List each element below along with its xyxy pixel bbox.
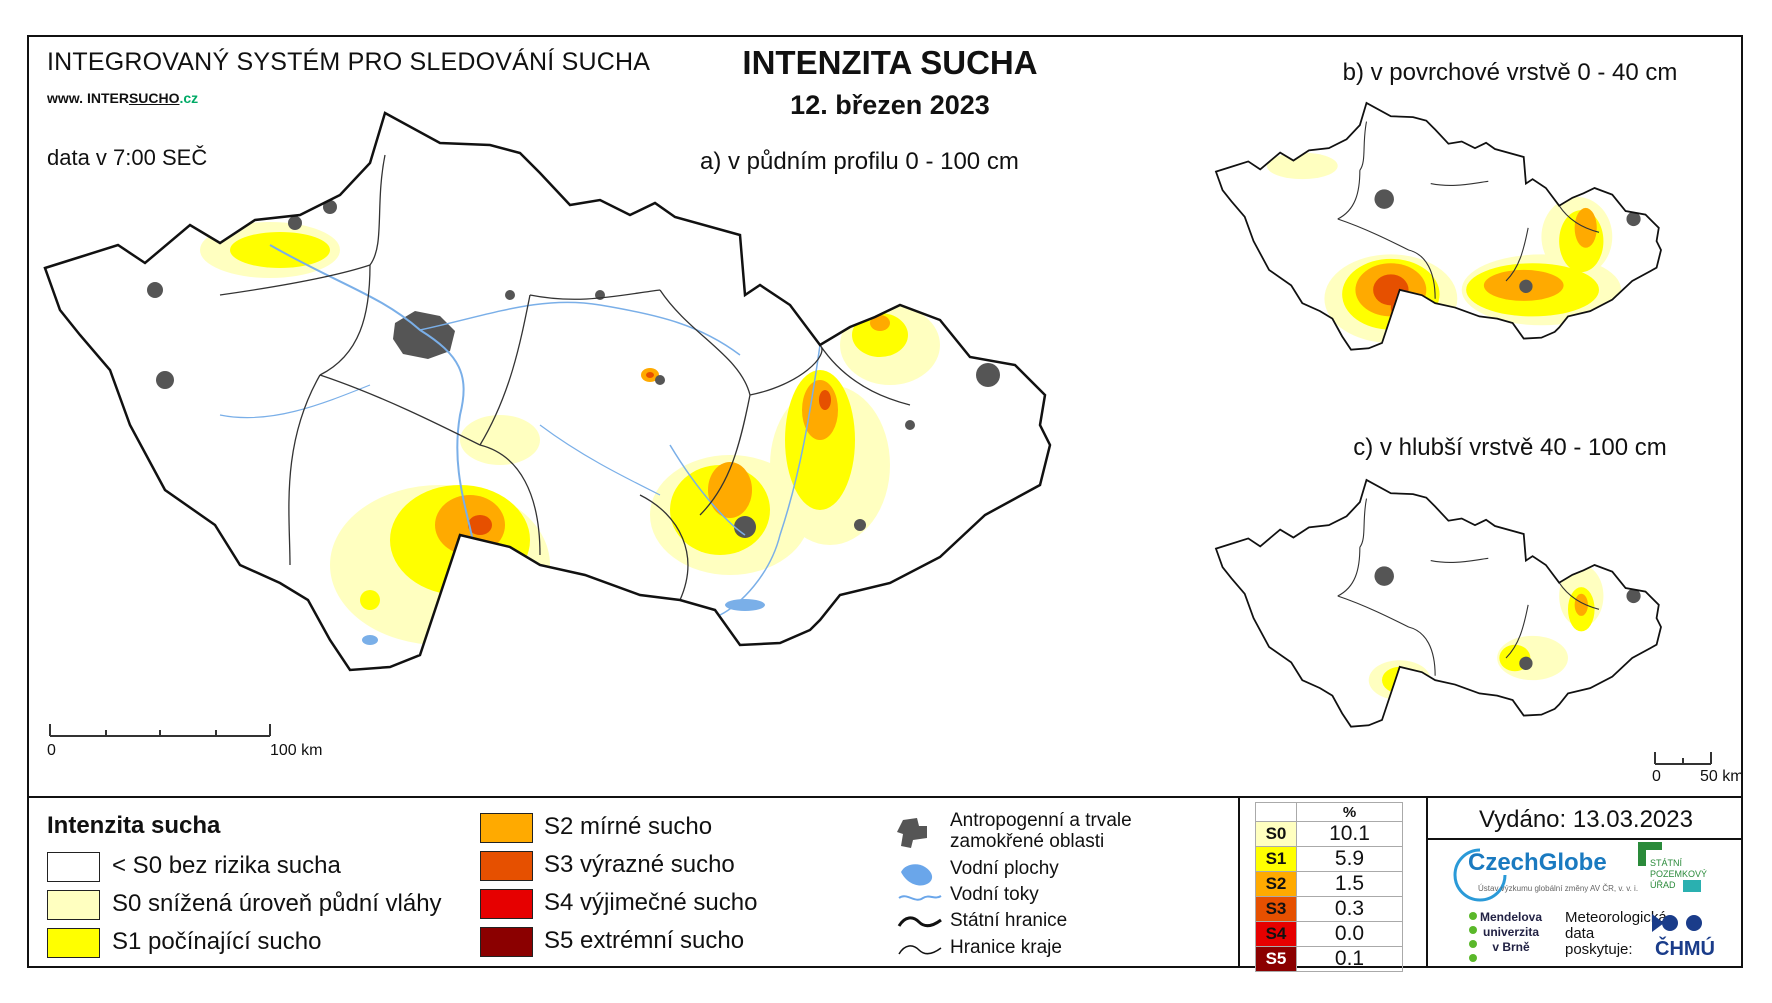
legend-swatch-s5 — [480, 927, 533, 957]
stats-table: % S0 10.1 S1 5.9 S2 1.5 S3 0.3 S4 0.0 S5 0.1 — [1255, 802, 1403, 972]
stats-code: S3 — [1255, 896, 1297, 922]
stats-value: 5.9 — [1296, 846, 1403, 872]
legend-swatch-s1 — [47, 928, 100, 958]
overlay-label-river: Vodní toky — [950, 884, 1039, 905]
scale-c-end: 50 km — [1700, 768, 1744, 785]
legend-swatch-s4 — [480, 889, 533, 919]
table-row: S2 1.5 — [1255, 871, 1403, 897]
legend-label-below-s0: < S0 bez rizika sucha — [112, 852, 341, 879]
legend-swatch-s2 — [480, 813, 533, 843]
legend-label-s4: S4 výjimečné sucho — [544, 889, 758, 916]
legend-label-s0: S0 snížená úroveň půdní vláhy — [112, 890, 442, 917]
region-border-icon — [898, 945, 942, 955]
water-body-icon — [901, 864, 933, 886]
legend-label-s2: S2 mírné sucho — [544, 813, 713, 840]
map-b-title: b) v povrchové vrstvě 0 - 40 cm — [1342, 59, 1678, 86]
stats-code: S4 — [1255, 921, 1297, 947]
table-row: S1 5.9 — [1255, 846, 1403, 872]
scale-bar-c — [1654, 752, 1712, 765]
system-title: INTEGROVANÝ SYSTÉM PRO SLEDOVÁNÍ SUCHA — [47, 48, 651, 76]
legend-swatch-s3 — [480, 851, 533, 881]
stats-value: 1.5 — [1296, 871, 1403, 897]
legend-label-s1: S1 počínající sucho — [112, 928, 322, 955]
stats-code: S0 — [1255, 821, 1297, 847]
table-row: S4 0.0 — [1255, 921, 1403, 947]
legend-swatch-s0 — [47, 890, 100, 920]
spu-logo[interactable]: STÁTNÍ POZEMKOVÝ ÚŘAD — [1650, 858, 1708, 890]
czechglobe-logo-icon — [1453, 848, 1507, 902]
overlay-label-region-border: Hranice kraje — [950, 937, 1062, 958]
scale-bar-a — [49, 724, 271, 737]
scale-a-start: 0 — [47, 742, 56, 759]
overlay-label-state-border: Státní hranice — [950, 910, 1068, 931]
stats-panel — [1238, 796, 1428, 968]
scale-a-end: 100 km — [270, 742, 323, 759]
map-a-title: a) v půdním profilu 0 - 100 cm — [700, 148, 1019, 175]
stats-code: S1 — [1255, 846, 1297, 872]
legend-title: Intenzita sucha — [47, 812, 221, 839]
map-c-title: c) v hlubší vrstvě 40 - 100 cm — [1353, 434, 1667, 461]
mendel-logo[interactable]: Mendelova univerzita v Brně — [1480, 910, 1543, 954]
urban-area-icon — [897, 818, 927, 848]
meteo-provider-label: Meteorologická data poskytuje: — [1565, 909, 1667, 958]
deep-layer-map — [1214, 478, 1662, 728]
mendel-dots-icon — [1469, 912, 1477, 962]
scale-c-start: 0 — [1652, 768, 1661, 785]
main-title: INTENZITA SUCHA — [742, 44, 1038, 81]
spu-accent-icon — [1683, 880, 1701, 892]
data-time: data v 7:00 SEČ — [47, 145, 208, 170]
website-link[interactable]: www. INTERSUCHO.cz — [47, 90, 199, 106]
spu-logo-icon — [1638, 842, 1662, 866]
state-border-icon — [897, 916, 942, 928]
river-icon — [898, 895, 942, 901]
overlay-label-water: Vodní plochy — [950, 858, 1059, 879]
stats-value: 0.3 — [1296, 896, 1403, 922]
surface-layer-map — [1214, 101, 1662, 351]
chmu-logo[interactable]: ČHMÚ — [1655, 938, 1715, 960]
legend-label-s5: S5 extrémní sucho — [544, 927, 745, 954]
map-date: 12. březen 2023 — [790, 90, 990, 120]
table-row: S3 0.3 — [1255, 896, 1403, 922]
legend-label-s3: S3 výrazné sucho — [544, 851, 735, 878]
czechglobe-subtitle: Ústav výzkumu globální změny AV ČR, v. v… — [1478, 884, 1639, 893]
stats-code: S5 — [1255, 946, 1297, 972]
table-row: S5 0.1 — [1255, 946, 1403, 972]
stats-value: 10.1 — [1296, 821, 1403, 847]
divider — [1428, 838, 1743, 840]
issued-date: Vydáno: 13.03.2023 — [1479, 806, 1693, 833]
chmu-logo-icon — [1652, 914, 1702, 932]
stats-header: % — [1296, 802, 1403, 822]
overlay-legend-icons — [897, 818, 942, 955]
legend-swatch-below-s0 — [47, 852, 100, 882]
stats-value: 0.1 — [1296, 946, 1403, 972]
czechglobe-logo[interactable]: CzechGlobe — [1468, 849, 1607, 876]
stats-value: 0.0 — [1296, 921, 1403, 947]
stats-code: S2 — [1255, 871, 1297, 897]
legend-panel — [27, 796, 1743, 968]
table-row: S0 10.1 — [1255, 821, 1403, 847]
main-drought-map — [43, 111, 1052, 672]
overlay-label-urban: Antropogenní a trvale zamokřené oblasti — [950, 810, 1132, 852]
